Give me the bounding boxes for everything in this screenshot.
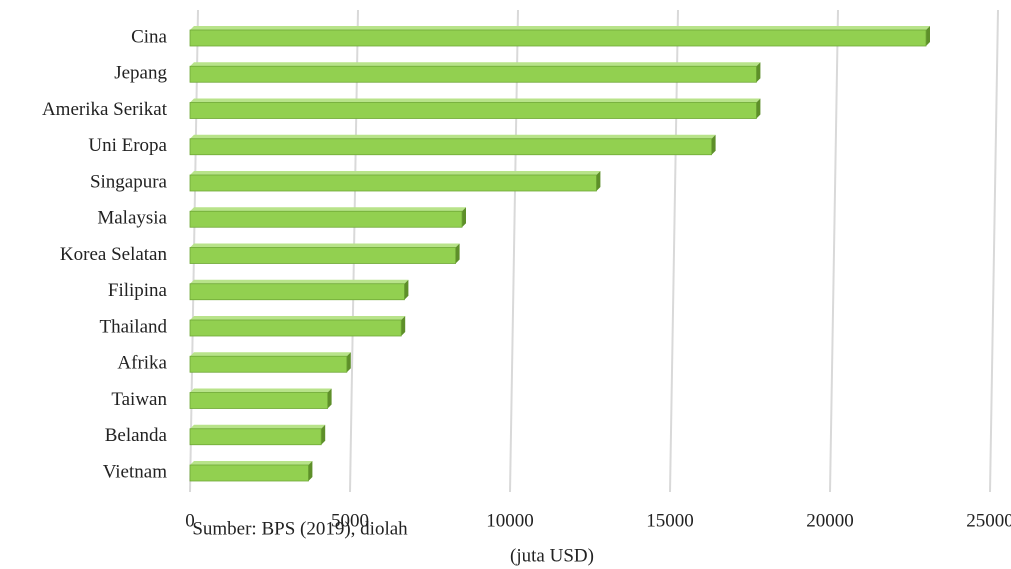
bar-top (190, 62, 761, 67)
bar (189, 174, 597, 192)
grid (189, 9, 999, 493)
grid-line (669, 9, 679, 493)
bar-top (190, 98, 761, 103)
bar (189, 210, 463, 228)
bar (189, 102, 757, 119)
bar (189, 283, 405, 301)
bar (189, 138, 712, 156)
y-tick-label: Korea Selatan (60, 244, 168, 265)
bar-end (926, 26, 930, 46)
bar (189, 29, 927, 47)
bar-top (190, 207, 466, 212)
bar-end (711, 134, 716, 155)
grid-line (509, 9, 519, 493)
bar-top (190, 388, 332, 393)
y-tick-label: Jepang (114, 63, 167, 84)
y-tick-label: Uni Eropa (88, 135, 167, 156)
bar-end (346, 352, 351, 373)
y-tick-label: Vietnam (103, 461, 168, 482)
bar (189, 355, 348, 373)
y-tick-label: Taiwan (111, 389, 167, 410)
grid-line (829, 9, 839, 493)
bar-top (190, 279, 409, 284)
bars (189, 26, 930, 482)
bar-end (455, 243, 460, 264)
y-tick-label: Amerika Serikat (42, 99, 168, 120)
bar-top (190, 134, 716, 139)
bar-top (190, 243, 460, 248)
y-tick-label: Malaysia (97, 208, 167, 229)
x-tick-label: 25000 (966, 510, 1011, 531)
bar (189, 392, 329, 409)
bar-top (190, 352, 351, 357)
bar-top (190, 424, 326, 429)
x-tick-label: 20000 (806, 510, 854, 531)
y-tick-label: Afrika (117, 353, 167, 374)
y-tick-label: Singapura (90, 171, 168, 192)
bar (189, 65, 757, 83)
bar-end (327, 388, 332, 409)
bar-end (756, 98, 761, 119)
bar-top (190, 171, 601, 175)
bar (189, 464, 309, 482)
source-note: Sumber: BPS (2019), diolah (192, 518, 408, 539)
y-tick-label: Cina (131, 26, 167, 47)
x-axis-label: (juta USD) (510, 545, 594, 566)
grid-line (989, 9, 999, 493)
bar (189, 247, 457, 264)
x-tick-label: 0 (185, 510, 195, 531)
y-tick-label: Belanda (105, 425, 168, 446)
y-tick-label: Filipina (108, 280, 168, 301)
x-tick-label: 5000 (331, 510, 369, 531)
x-tick-label: 15000 (646, 510, 694, 531)
bar-top (190, 316, 406, 320)
bar-end (596, 171, 601, 191)
bar-end (404, 279, 409, 300)
y-tick-label: Thailand (99, 316, 167, 337)
bar-top (190, 26, 930, 30)
bar-end (401, 316, 406, 336)
bar-end (462, 207, 466, 228)
bar-top (190, 461, 313, 465)
bar (189, 428, 322, 446)
bar-end (756, 62, 761, 83)
x-tick-label: 10000 (486, 510, 534, 531)
bar-end (321, 424, 326, 445)
bar (189, 319, 402, 337)
bar-end (308, 461, 313, 481)
